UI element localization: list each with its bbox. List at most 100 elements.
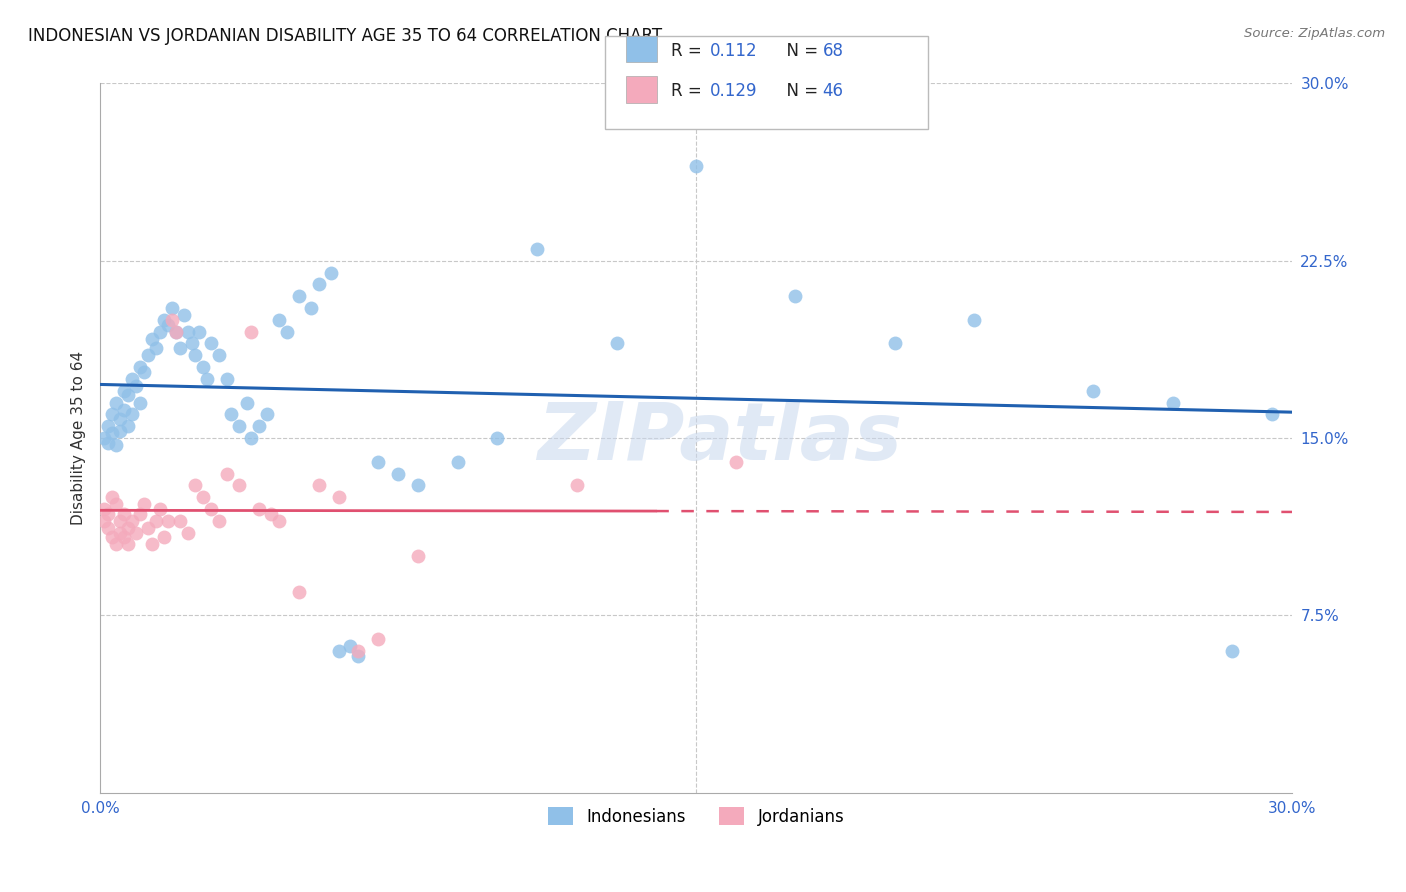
Text: N =: N =	[776, 42, 824, 60]
Point	[128, 360, 150, 375]
Point	[173, 308, 195, 322]
Point	[152, 313, 174, 327]
Point	[121, 372, 143, 386]
Point	[112, 507, 135, 521]
Point	[406, 549, 429, 564]
Point	[108, 412, 131, 426]
Point	[1222, 644, 1244, 658]
Point	[145, 514, 167, 528]
Y-axis label: Disability Age 35 to 64: Disability Age 35 to 64	[72, 351, 86, 525]
Point	[319, 266, 342, 280]
Point	[141, 537, 163, 551]
Text: R =: R =	[671, 42, 707, 60]
Point	[1261, 408, 1284, 422]
Point	[339, 639, 361, 653]
Point	[193, 360, 215, 375]
Point	[367, 632, 389, 646]
Point	[180, 336, 202, 351]
Point	[121, 514, 143, 528]
Point	[1161, 395, 1184, 409]
Point	[108, 525, 131, 540]
Point	[724, 455, 747, 469]
Point	[785, 289, 807, 303]
Point	[97, 521, 120, 535]
Point	[169, 341, 191, 355]
Point	[101, 530, 124, 544]
Point	[387, 467, 409, 481]
Point	[347, 644, 370, 658]
Text: 46: 46	[823, 82, 844, 100]
Text: R =: R =	[671, 82, 707, 100]
Point	[125, 379, 148, 393]
Text: ZIPatlas: ZIPatlas	[537, 399, 903, 477]
Point	[236, 395, 259, 409]
Point	[287, 584, 309, 599]
Text: 0.129: 0.129	[710, 82, 758, 100]
Point	[685, 159, 707, 173]
Point	[160, 313, 183, 327]
Point	[247, 419, 270, 434]
Point	[240, 325, 263, 339]
Point	[200, 336, 222, 351]
Point	[184, 478, 207, 492]
Point	[149, 502, 172, 516]
Point	[247, 502, 270, 516]
Point	[136, 348, 159, 362]
Point	[93, 502, 115, 516]
Point	[328, 490, 350, 504]
Point	[267, 514, 290, 528]
Point	[132, 365, 155, 379]
Point	[328, 644, 350, 658]
Text: 0.112: 0.112	[710, 42, 758, 60]
Text: N =: N =	[776, 82, 824, 100]
Point	[117, 521, 139, 535]
Point	[217, 467, 239, 481]
Point	[97, 435, 120, 450]
Point	[963, 313, 986, 327]
Point	[97, 507, 120, 521]
Point	[152, 530, 174, 544]
Point	[117, 419, 139, 434]
Point	[217, 372, 239, 386]
Point	[367, 455, 389, 469]
Point	[156, 514, 179, 528]
Point	[125, 525, 148, 540]
Point	[112, 384, 135, 398]
Point	[117, 537, 139, 551]
Point	[447, 455, 470, 469]
Point	[97, 419, 120, 434]
Point	[112, 402, 135, 417]
Point	[188, 325, 211, 339]
Point	[267, 313, 290, 327]
Point	[156, 318, 179, 332]
Point	[93, 431, 115, 445]
Point	[160, 301, 183, 315]
Point	[141, 332, 163, 346]
Point	[105, 497, 128, 511]
Point	[193, 490, 215, 504]
Point	[121, 408, 143, 422]
Point	[169, 514, 191, 528]
Point	[219, 408, 242, 422]
Point	[93, 514, 115, 528]
Point	[108, 424, 131, 438]
Point	[197, 372, 219, 386]
Text: 68: 68	[823, 42, 844, 60]
Point	[117, 388, 139, 402]
Point	[200, 502, 222, 516]
Point	[883, 336, 905, 351]
Point	[105, 537, 128, 551]
Point	[526, 242, 548, 256]
Point	[1083, 384, 1105, 398]
Point	[228, 419, 250, 434]
Point	[165, 325, 187, 339]
Point	[105, 438, 128, 452]
Point	[208, 348, 231, 362]
Legend: Indonesians, Jordanians: Indonesians, Jordanians	[540, 799, 852, 834]
Point	[256, 408, 278, 422]
Point	[347, 648, 370, 663]
Point	[606, 336, 628, 351]
Point	[128, 395, 150, 409]
Point	[184, 348, 207, 362]
Text: INDONESIAN VS JORDANIAN DISABILITY AGE 35 TO 64 CORRELATION CHART: INDONESIAN VS JORDANIAN DISABILITY AGE 3…	[28, 27, 662, 45]
